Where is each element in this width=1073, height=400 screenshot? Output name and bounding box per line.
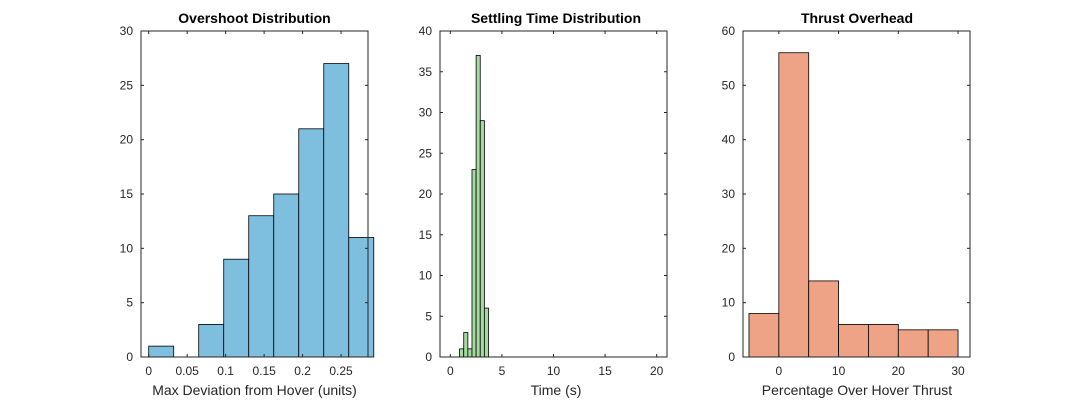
y-tick-label: 40 [722,133,736,147]
histogram-bars [148,63,375,358]
x-tick-label: 0.1 [217,364,234,378]
histogram-bar [198,323,225,358]
histogram-bar [479,120,485,358]
y-tick-label: 20 [722,241,736,255]
histogram-bar [475,55,481,358]
y-tick-label: 15 [419,228,433,242]
histogram-bar [483,307,489,358]
x-tick-label: 0.05 [175,364,199,378]
x-tick-label: 30 [951,364,965,378]
thrust-overhead-histogram-panel: Thrust Overhead Percentage Over Hover Th… [722,10,971,398]
y-tick-label: 5 [425,309,432,323]
histogram-bar [838,323,869,358]
histogram-bar [348,237,375,358]
x-tick-label: 0 [775,364,782,378]
x-tick-label: 0 [145,364,152,378]
histogram-bar [748,313,780,358]
y-tick-label: 25 [419,146,433,160]
histogram-bar [223,258,250,358]
chart-title: Thrust Overhead [801,10,913,26]
x-tick-label: 15 [598,364,612,378]
chart-title: Settling Time Distribution [471,10,641,26]
y-tick-label: 30 [419,106,433,120]
y-tick-label: 25 [120,78,134,92]
y-tick-label: 30 [722,187,736,201]
histogram-bar [148,345,175,358]
x-tick-label: 10 [547,364,561,378]
x-tick-label: 0.25 [329,364,353,378]
histogram-bar [808,280,839,358]
x-axis-label: Max Deviation from Hover (units) [152,382,357,398]
histogram-bar [467,348,473,358]
x-tick-label: 5 [499,364,506,378]
y-tick-label: 5 [126,296,133,310]
histogram-bar [463,332,469,358]
y-tick-label: 60 [722,24,736,38]
histogram-bar [471,169,477,358]
histogram-bars [748,52,959,358]
x-tick-label: 0.15 [252,364,276,378]
x-tick-label: 20 [650,364,664,378]
y-tick-label: 0 [425,350,432,364]
histogram-bar [868,323,899,358]
histogram-bar [897,329,929,358]
y-tick-label: 10 [419,269,433,283]
x-axis-label: Percentage Over Hover Thrust [762,382,952,398]
x-tick-label: 0.2 [294,364,311,378]
settling-time-histogram-panel: Settling Time Distribution Time (s) 0 5 10… [419,10,668,398]
y-tick-label: 40 [419,24,433,38]
histogram-bar [778,52,810,358]
histogram-bar [459,348,465,358]
x-tick-label: 10 [832,364,846,378]
y-tick-label: 10 [722,296,736,310]
x-axis-label: Time (s) [531,382,582,398]
x-tick-label: 0 [447,364,454,378]
x-tick-label: 20 [892,364,906,378]
y-tick-label: 20 [120,133,134,147]
y-tick-label: 10 [120,241,134,255]
histogram-bar [927,329,959,358]
y-tick-label: 20 [419,187,433,201]
histogram-bar [273,193,300,358]
histogram-bar [323,63,350,358]
overshoot-histogram-panel: Overshoot Distribution Max Deviation fro… [120,10,375,398]
y-tick-label: 35 [419,65,433,79]
chart-title: Overshoot Distribution [178,10,330,26]
histogram-bar [298,128,325,358]
y-tick-label: 15 [120,187,134,201]
y-tick-label: 50 [722,78,736,92]
y-tick-label: 30 [120,24,134,38]
y-tick-label: 0 [728,350,735,364]
histogram-bar [248,215,275,358]
y-tick-label: 0 [126,350,133,364]
